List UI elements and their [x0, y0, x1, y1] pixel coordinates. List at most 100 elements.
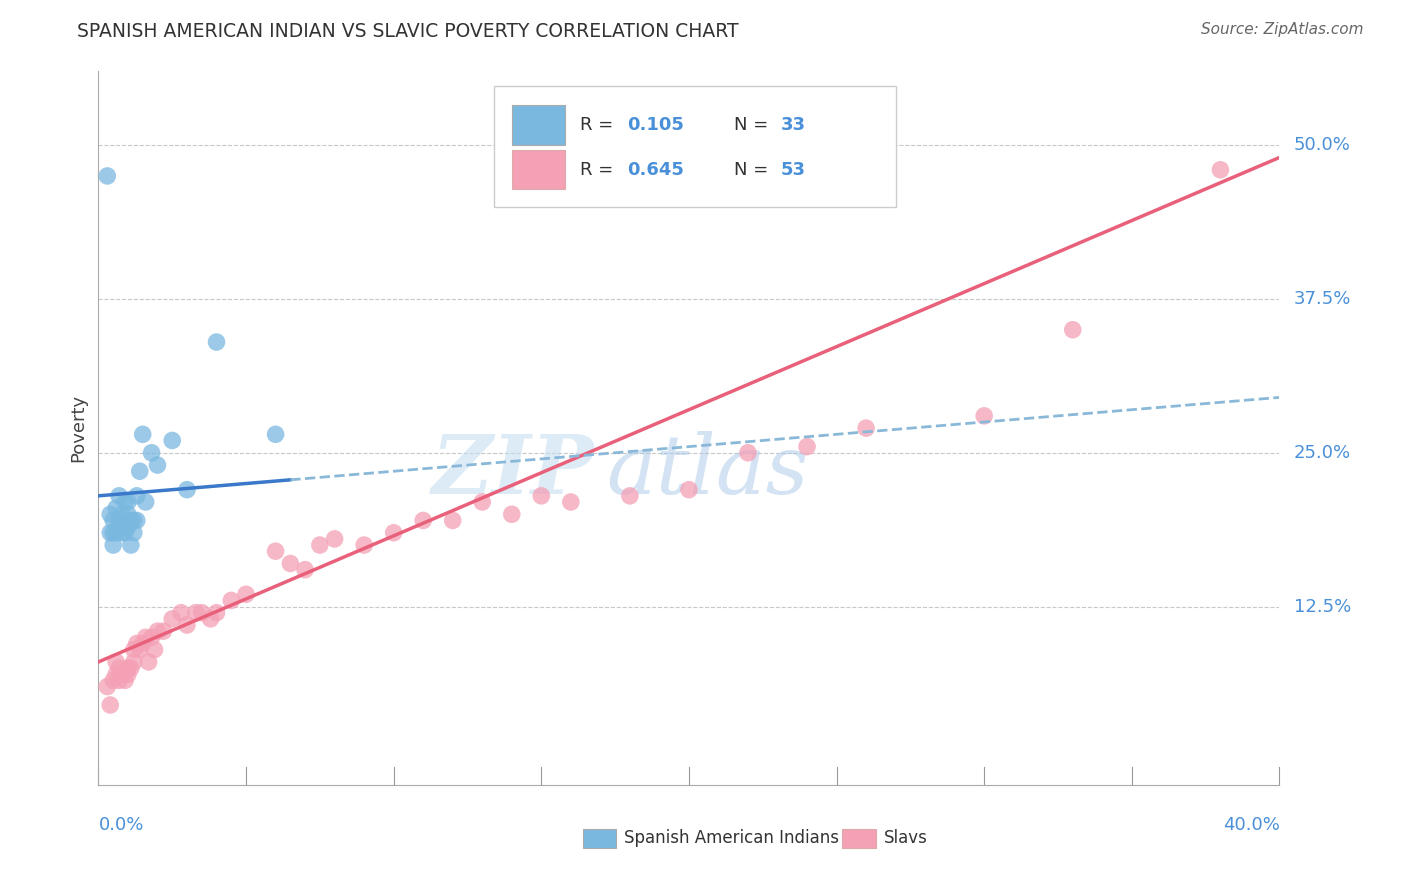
Point — [114, 525, 136, 540]
Point — [117, 508, 139, 522]
Point — [235, 587, 257, 601]
Point — [132, 636, 155, 650]
Y-axis label: Poverty: Poverty — [69, 394, 87, 462]
Point — [135, 630, 157, 644]
Point — [309, 538, 332, 552]
Point — [264, 427, 287, 442]
Point — [323, 532, 346, 546]
Point — [205, 334, 228, 349]
Point — [114, 673, 136, 688]
Bar — [582, 830, 616, 847]
Point — [162, 612, 183, 626]
Point — [105, 667, 128, 681]
Point — [108, 489, 131, 503]
Point — [103, 513, 125, 527]
Point — [108, 519, 131, 533]
Point — [678, 483, 700, 497]
FancyBboxPatch shape — [494, 86, 896, 207]
Point — [135, 495, 157, 509]
Point — [152, 624, 174, 639]
Point — [176, 483, 198, 497]
Text: N =: N = — [734, 116, 773, 134]
Point — [382, 525, 405, 540]
Text: 33: 33 — [782, 116, 806, 134]
Point — [560, 495, 582, 509]
Point — [141, 630, 163, 644]
Point — [111, 667, 134, 681]
Text: 0.645: 0.645 — [627, 161, 685, 178]
Point — [125, 636, 148, 650]
Point — [120, 661, 142, 675]
Bar — [512, 105, 565, 145]
Point — [146, 458, 169, 472]
Point — [128, 642, 150, 657]
Point — [122, 642, 145, 657]
Bar — [842, 830, 876, 847]
Point — [138, 655, 160, 669]
Point — [125, 513, 148, 527]
Point — [191, 606, 214, 620]
Point — [146, 624, 169, 639]
Point — [128, 464, 150, 478]
Text: atlas: atlas — [606, 431, 808, 511]
Point — [105, 525, 128, 540]
Point — [103, 538, 125, 552]
Text: 40.0%: 40.0% — [1223, 815, 1279, 834]
Point — [737, 446, 759, 460]
Point — [294, 563, 316, 577]
Point — [353, 538, 375, 552]
Text: N =: N = — [734, 161, 773, 178]
Point — [108, 673, 131, 688]
Point — [471, 495, 494, 509]
Point — [108, 661, 131, 675]
Text: Spanish American Indians: Spanish American Indians — [624, 830, 839, 847]
Point — [141, 446, 163, 460]
Point — [120, 538, 142, 552]
Point — [98, 508, 121, 522]
Point — [619, 489, 641, 503]
Point — [103, 673, 125, 688]
Point — [441, 513, 464, 527]
Point — [105, 501, 128, 516]
Text: R =: R = — [581, 161, 619, 178]
Text: 25.0%: 25.0% — [1294, 443, 1351, 462]
Point — [117, 519, 139, 533]
Point — [855, 421, 877, 435]
Point — [117, 661, 139, 675]
Point — [105, 655, 128, 669]
Point — [1062, 323, 1084, 337]
Point — [108, 513, 131, 527]
Point — [1209, 162, 1232, 177]
Point — [120, 513, 142, 527]
Point — [111, 525, 134, 540]
Text: Source: ZipAtlas.com: Source: ZipAtlas.com — [1201, 22, 1364, 37]
Text: 12.5%: 12.5% — [1294, 598, 1351, 615]
Point — [125, 489, 148, 503]
Point — [200, 612, 222, 626]
Text: 53: 53 — [782, 161, 806, 178]
Bar — [512, 150, 565, 189]
Text: 0.105: 0.105 — [627, 116, 685, 134]
Point — [280, 557, 302, 571]
Point — [412, 513, 434, 527]
Point — [501, 508, 523, 522]
Point — [122, 655, 145, 669]
Point — [98, 698, 121, 712]
Point — [111, 508, 134, 522]
Point — [122, 525, 145, 540]
Point — [117, 495, 139, 509]
Text: 50.0%: 50.0% — [1294, 136, 1351, 154]
Point — [143, 642, 166, 657]
Point — [184, 606, 207, 620]
Text: SPANISH AMERICAN INDIAN VS SLAVIC POVERTY CORRELATION CHART: SPANISH AMERICAN INDIAN VS SLAVIC POVERT… — [77, 22, 740, 41]
Text: R =: R = — [581, 116, 619, 134]
Point — [117, 667, 139, 681]
Point — [796, 440, 818, 454]
Point — [205, 606, 228, 620]
Point — [221, 593, 243, 607]
Text: 37.5%: 37.5% — [1294, 290, 1351, 308]
Point — [103, 525, 125, 540]
Point — [114, 495, 136, 509]
Text: Slavs: Slavs — [884, 830, 928, 847]
Text: 0.0%: 0.0% — [98, 815, 143, 834]
